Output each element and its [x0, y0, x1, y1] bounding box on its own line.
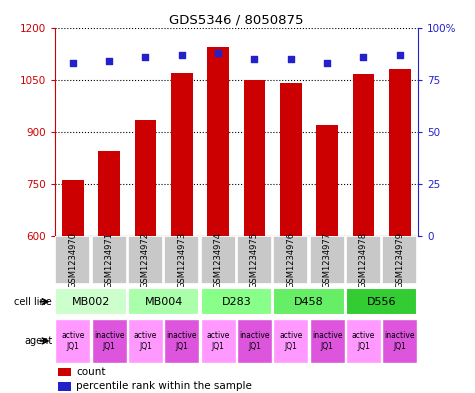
Text: inactive
JQ1: inactive JQ1 — [385, 331, 415, 351]
Bar — [92, 319, 126, 363]
Text: D458: D458 — [294, 297, 324, 307]
Text: GSM1234971: GSM1234971 — [104, 232, 114, 288]
Text: active
JQ1: active JQ1 — [352, 331, 375, 351]
Bar — [310, 319, 344, 363]
Bar — [346, 319, 381, 363]
Text: GSM1234972: GSM1234972 — [141, 232, 150, 288]
Bar — [310, 236, 344, 285]
Point — [287, 55, 294, 62]
Text: GSM1234978: GSM1234978 — [359, 232, 368, 288]
Bar — [56, 319, 90, 363]
Bar — [237, 319, 272, 363]
Bar — [346, 288, 417, 315]
Bar — [352, 74, 374, 236]
Point — [396, 51, 404, 58]
Text: inactive
JQ1: inactive JQ1 — [239, 331, 270, 351]
Bar — [274, 236, 308, 285]
Text: GSM1234973: GSM1234973 — [177, 232, 186, 288]
Text: GSM1234977: GSM1234977 — [323, 232, 332, 288]
Point — [251, 55, 258, 62]
Bar — [389, 69, 411, 236]
Text: cell line: cell line — [15, 297, 52, 307]
Point — [178, 51, 186, 58]
Text: GSM1234979: GSM1234979 — [395, 232, 404, 288]
Text: agent: agent — [24, 336, 52, 346]
Text: GSM1234975: GSM1234975 — [250, 232, 259, 288]
Bar — [201, 319, 236, 363]
Text: active
JQ1: active JQ1 — [207, 331, 230, 351]
Point — [323, 60, 331, 66]
Text: inactive
JQ1: inactive JQ1 — [167, 331, 197, 351]
Point — [214, 50, 222, 56]
Title: GDS5346 / 8050875: GDS5346 / 8050875 — [169, 13, 304, 26]
Text: MB002: MB002 — [72, 297, 110, 307]
Bar — [58, 368, 71, 376]
Bar — [207, 47, 229, 236]
Bar — [346, 236, 381, 285]
Bar — [316, 125, 338, 236]
Bar — [164, 236, 199, 285]
Point — [105, 58, 113, 64]
Bar — [201, 236, 236, 285]
Text: GSM1234974: GSM1234974 — [214, 232, 223, 288]
Point — [69, 60, 76, 66]
Text: MB004: MB004 — [144, 297, 183, 307]
Text: inactive
JQ1: inactive JQ1 — [312, 331, 342, 351]
Text: GSM1234970: GSM1234970 — [68, 232, 77, 288]
Text: GSM1234976: GSM1234976 — [286, 232, 295, 288]
Bar — [62, 180, 84, 236]
Bar — [164, 319, 199, 363]
Bar — [98, 151, 120, 236]
Bar — [56, 236, 90, 285]
Bar — [134, 119, 156, 236]
Bar — [382, 236, 417, 285]
Bar — [56, 288, 126, 315]
Bar — [58, 382, 71, 391]
Bar — [128, 236, 163, 285]
Bar — [237, 236, 272, 285]
Text: active
JQ1: active JQ1 — [134, 331, 157, 351]
Bar — [92, 236, 126, 285]
Point — [360, 53, 367, 60]
Text: percentile rank within the sample: percentile rank within the sample — [76, 381, 252, 391]
Text: D283: D283 — [221, 297, 251, 307]
Bar — [382, 319, 417, 363]
Text: inactive
JQ1: inactive JQ1 — [94, 331, 124, 351]
Text: active
JQ1: active JQ1 — [61, 331, 85, 351]
Point — [142, 53, 149, 60]
Bar — [274, 319, 308, 363]
Bar — [280, 83, 302, 236]
Bar — [244, 79, 266, 236]
Bar — [171, 73, 193, 236]
Text: D556: D556 — [367, 297, 397, 307]
Bar — [274, 288, 344, 315]
Bar — [128, 319, 163, 363]
Bar — [201, 288, 272, 315]
Text: active
JQ1: active JQ1 — [279, 331, 303, 351]
Text: count: count — [76, 367, 106, 377]
Bar — [128, 288, 199, 315]
